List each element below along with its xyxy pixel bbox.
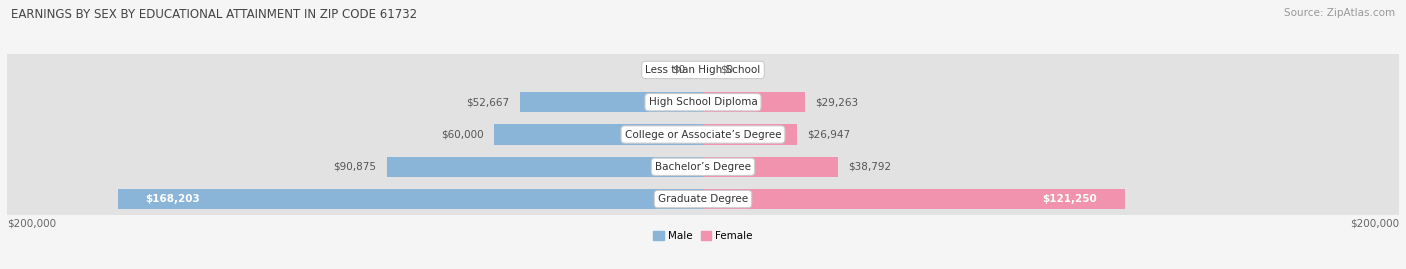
- Bar: [387, 157, 703, 177]
- Legend: Male, Female: Male, Female: [650, 227, 756, 246]
- Text: $0: $0: [672, 65, 686, 75]
- Text: $38,792: $38,792: [848, 162, 891, 172]
- Text: $168,203: $168,203: [145, 194, 200, 204]
- Text: $121,250: $121,250: [1042, 194, 1097, 204]
- Text: EARNINGS BY SEX BY EDUCATIONAL ATTAINMENT IN ZIP CODE 61732: EARNINGS BY SEX BY EDUCATIONAL ATTAINMEN…: [11, 8, 418, 21]
- Text: $60,000: $60,000: [441, 129, 484, 140]
- Text: $90,875: $90,875: [333, 162, 377, 172]
- Text: $29,263: $29,263: [815, 97, 859, 107]
- Bar: [703, 92, 804, 112]
- Text: Less than High School: Less than High School: [645, 65, 761, 75]
- Text: Bachelor’s Degree: Bachelor’s Degree: [655, 162, 751, 172]
- Text: $0: $0: [720, 65, 734, 75]
- Text: College or Associate’s Degree: College or Associate’s Degree: [624, 129, 782, 140]
- Text: Source: ZipAtlas.com: Source: ZipAtlas.com: [1284, 8, 1395, 18]
- Bar: [118, 189, 703, 209]
- Text: $200,000: $200,000: [7, 218, 56, 228]
- Bar: [495, 125, 703, 144]
- Text: $26,947: $26,947: [807, 129, 851, 140]
- Text: $200,000: $200,000: [1350, 218, 1399, 228]
- Bar: [703, 125, 797, 144]
- Text: High School Diploma: High School Diploma: [648, 97, 758, 107]
- Bar: [703, 189, 1125, 209]
- Bar: [703, 157, 838, 177]
- Text: Graduate Degree: Graduate Degree: [658, 194, 748, 204]
- Text: $52,667: $52,667: [467, 97, 509, 107]
- Bar: [520, 92, 703, 112]
